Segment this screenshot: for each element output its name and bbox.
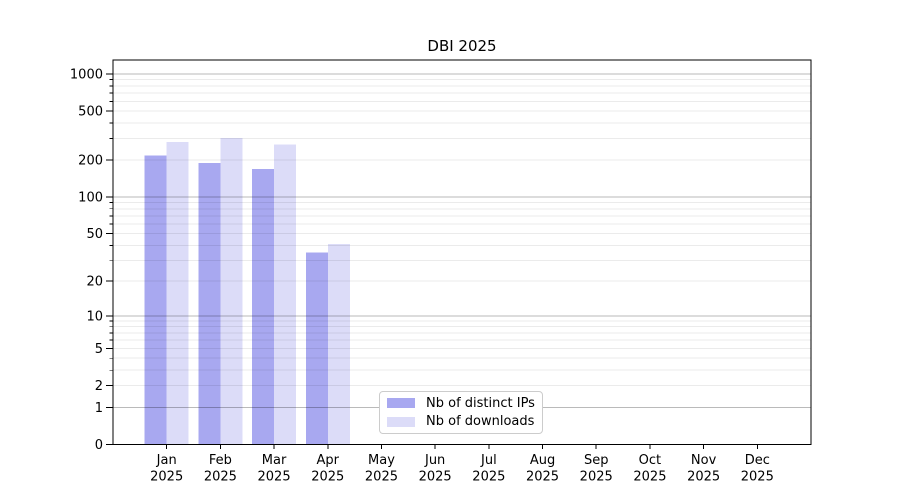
x-tick-label-month: Aug: [530, 453, 555, 468]
x-tick-label-year: 2025: [419, 470, 452, 485]
y-tick-label: 50: [86, 227, 103, 242]
x-tick-label-year: 2025: [365, 470, 398, 485]
bar-nb-of-distinct-ips-mar: [252, 168, 275, 445]
x-tick-label-month: Nov: [691, 453, 717, 468]
y-tick-label: 0: [95, 438, 103, 453]
y-tick-label: 1000: [70, 68, 103, 83]
bar-nb-of-downloads-mar: [274, 144, 297, 445]
x-tick-label-month: Feb: [209, 453, 232, 468]
x-tick-label-month: Jun: [424, 453, 445, 468]
y-tick-label: 10: [86, 309, 103, 324]
y-tick-label: 2: [95, 379, 103, 394]
x-tick-label-year: 2025: [526, 470, 559, 485]
bar-nb-of-downloads-jan: [166, 142, 189, 445]
y-tick-label: 100: [78, 191, 103, 206]
legend-item-downloads: Nb of downloads: [387, 414, 542, 429]
bar-nb-of-downloads-feb: [220, 138, 243, 445]
x-tick-label-year: 2025: [580, 470, 613, 485]
x-tick-label-year: 2025: [472, 470, 505, 485]
x-tick-label-month: Jul: [480, 453, 497, 468]
y-tick-label: 20: [86, 275, 103, 290]
y-tick-label: 500: [78, 105, 103, 120]
x-tick-label-month: Jan: [156, 453, 177, 468]
x-tick-label-year: 2025: [741, 470, 774, 485]
y-tick-label: 5: [95, 342, 103, 357]
y-tick-label: 200: [78, 154, 103, 169]
x-tick-label-year: 2025: [204, 470, 237, 485]
y-tick-label: 1: [95, 401, 103, 416]
x-tick-label-year: 2025: [633, 470, 666, 485]
legend-swatch-distinct-ips: [387, 398, 415, 409]
legend: Nb of distinct IPs Nb of downloads: [379, 391, 543, 434]
bar-nb-of-distinct-ips-apr: [305, 252, 328, 445]
x-tick-label-month: Sep: [584, 453, 609, 468]
chart-title: DBI 2025: [427, 37, 497, 55]
bar-nb-of-distinct-ips-jan: [144, 155, 167, 445]
x-tick-label-month: Apr: [317, 453, 340, 468]
legend-swatch-downloads: [387, 416, 415, 427]
x-tick-label-year: 2025: [687, 470, 720, 485]
legend-label-downloads: Nb of downloads: [426, 414, 535, 430]
bar-nb-of-downloads-apr: [327, 244, 350, 445]
legend-label-distinct-ips: Nb of distinct IPs: [426, 395, 535, 411]
x-tick-label-year: 2025: [150, 470, 183, 485]
x-tick-label-month: Dec: [745, 453, 770, 468]
bar-nb-of-distinct-ips-feb: [198, 162, 221, 445]
x-tick-label-month: May: [368, 453, 395, 468]
x-tick-label-year: 2025: [258, 470, 291, 485]
x-tick-label-month: Mar: [262, 453, 287, 468]
plot-frame: [112, 59, 812, 445]
x-tick-label-month: Oct: [639, 453, 661, 468]
legend-item-distinct-ips: Nb of distinct IPs: [387, 396, 542, 411]
x-tick-label-year: 2025: [311, 470, 344, 485]
